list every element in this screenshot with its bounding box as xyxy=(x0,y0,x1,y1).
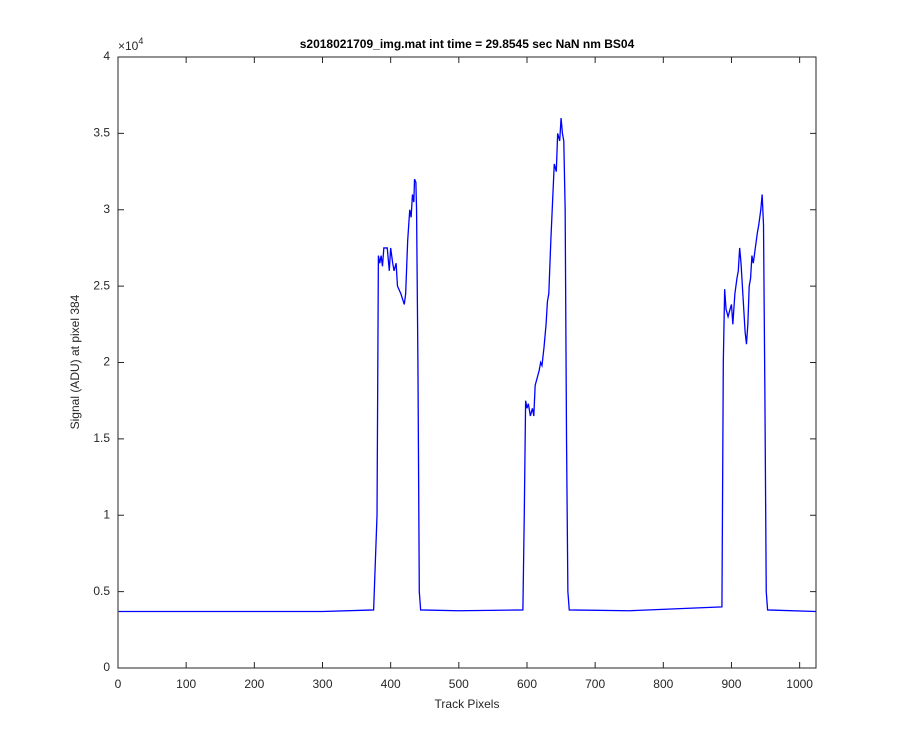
y-exponent: ×104 xyxy=(118,36,143,53)
x-tick-label: 100 xyxy=(176,677,196,691)
x-tick-label: 300 xyxy=(312,677,332,691)
y-tick-label: 1.5 xyxy=(93,431,110,445)
x-axis-label: Track Pixels xyxy=(435,697,500,711)
y-tick-label: 2.5 xyxy=(93,278,110,292)
chart-title: s2018021709_img.mat int time = 29.8545 s… xyxy=(300,37,635,51)
y-exponent-power: 4 xyxy=(138,36,143,46)
y-tick-label: 3 xyxy=(103,202,110,216)
y-tick-label: 0 xyxy=(103,660,110,674)
x-tick-label: 900 xyxy=(721,677,741,691)
plot-area xyxy=(117,56,817,669)
y-tick-label: 0.5 xyxy=(93,584,110,598)
x-tick-label: 400 xyxy=(381,677,401,691)
x-tick-label: 700 xyxy=(585,677,605,691)
x-tick-label: 1000 xyxy=(786,677,813,691)
x-tick-label: 500 xyxy=(449,677,469,691)
data-line xyxy=(118,118,817,613)
y-exponent-base: ×10 xyxy=(118,39,139,53)
x-tick-label: 800 xyxy=(653,677,673,691)
y-tick-label: 3.5 xyxy=(93,126,110,140)
x-tick-label: 600 xyxy=(517,677,537,691)
y-axis-label: Signal (ADU) at pixel 384 xyxy=(68,294,82,429)
y-tick-label: 2 xyxy=(103,355,110,369)
y-tick-label: 1 xyxy=(103,507,110,521)
y-tick-label: 4 xyxy=(103,49,110,63)
x-tick-label: 200 xyxy=(244,677,264,691)
x-tick-label: 0 xyxy=(115,677,122,691)
